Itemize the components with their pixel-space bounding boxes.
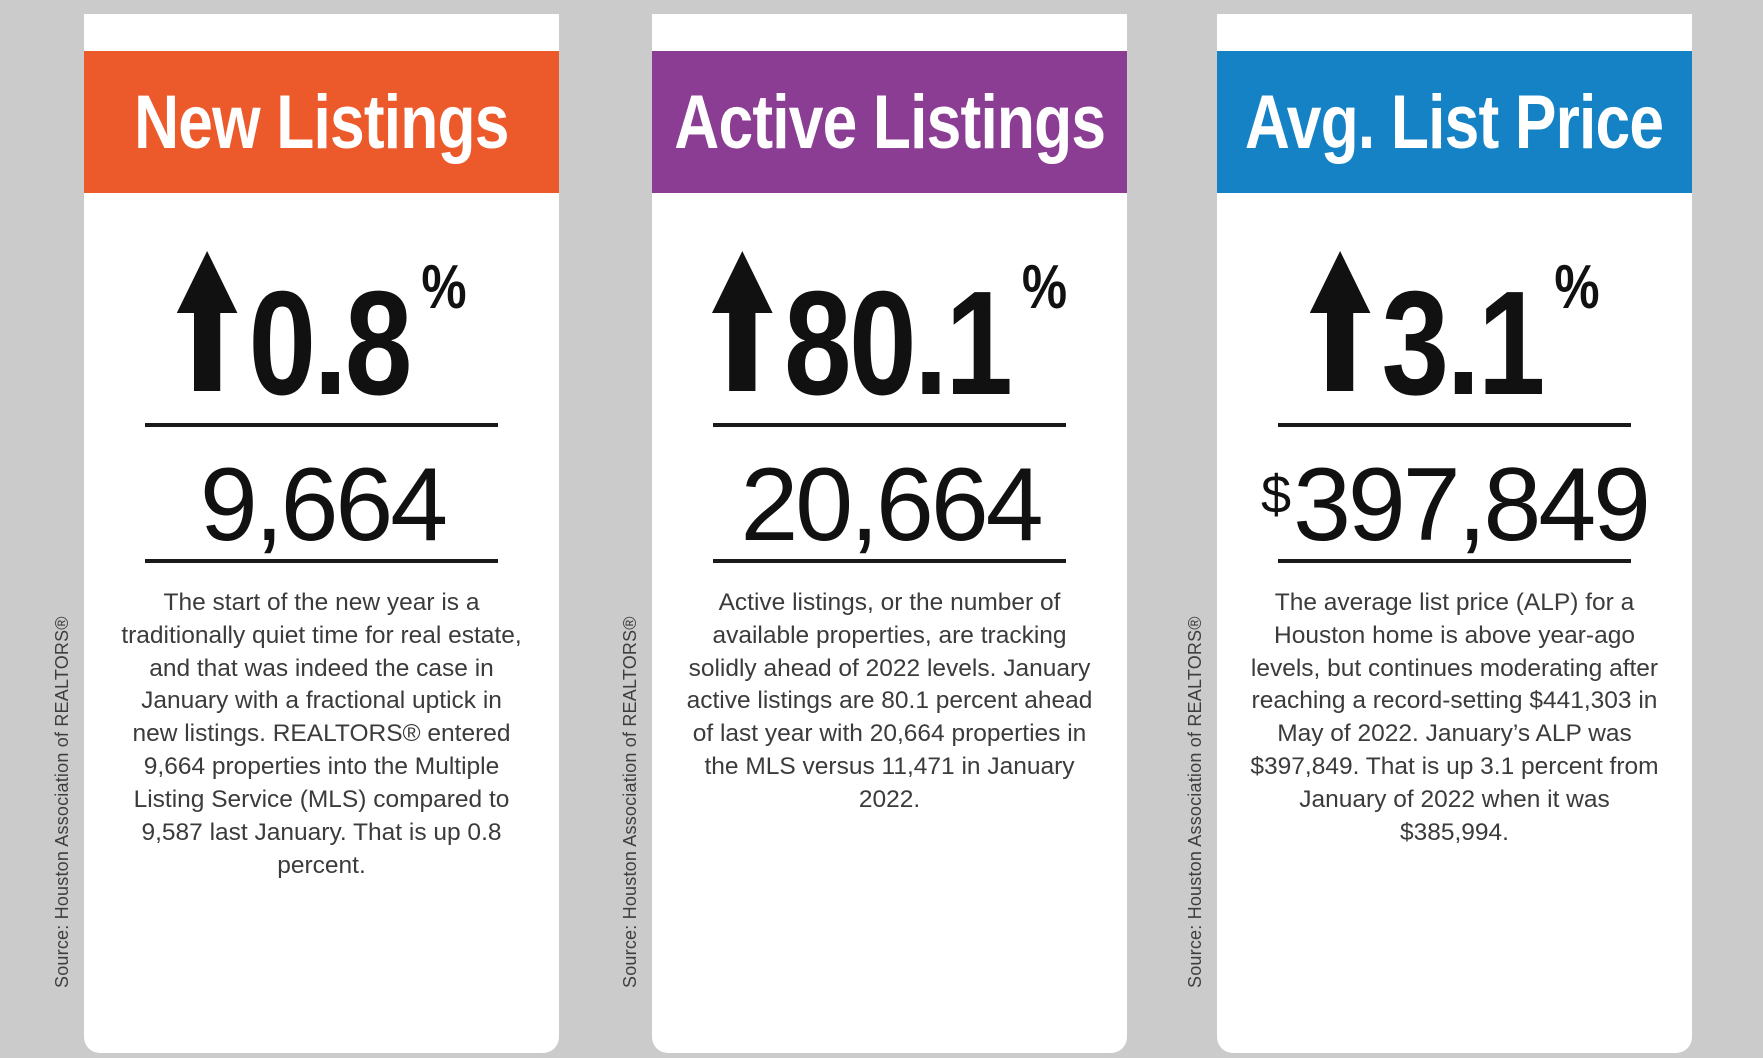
up-arrow-icon	[711, 251, 773, 391]
card-header: Active Listings	[652, 51, 1127, 193]
description-text: The start of the new year is a tradition…	[121, 589, 522, 879]
divider	[145, 559, 498, 563]
percent-value: 80.1	[784, 261, 1013, 426]
currency-prefix: $	[1260, 464, 1292, 525]
stat-card-new-listings: New Listings 0.8 % 9,664 The start of th…	[84, 14, 559, 1053]
card-title: Active Listings	[674, 79, 1106, 165]
percent-change: 3.1 %	[1260, 251, 1650, 418]
up-arrow-icon	[1309, 251, 1371, 391]
divider	[145, 423, 498, 427]
up-arrow-icon	[176, 251, 238, 391]
stat-value: $397,849	[1217, 453, 1692, 557]
divider	[713, 559, 1066, 563]
percent-change: 80.1 %	[695, 251, 1085, 418]
percent-sign-icon: %	[1554, 253, 1600, 322]
stat-value: 20,664	[652, 453, 1127, 557]
stat-value-number: 397,849	[1293, 447, 1651, 563]
stat-card-avg-list-price: Avg. List Price 3.1 % $397,849 The avera…	[1217, 14, 1692, 1053]
card-title: New Listings	[134, 79, 509, 165]
divider	[1278, 559, 1631, 563]
card-header: New Listings	[84, 51, 559, 193]
card-title: Avg. List Price	[1245, 79, 1664, 165]
stat-card-active-listings: Active Listings 80.1 % 20,664 Active lis…	[652, 14, 1127, 1053]
divider	[1278, 423, 1631, 427]
stat-value-number: 20,664	[740, 447, 1043, 563]
source-credit: Source: Houston Association of REALTORS®	[1185, 616, 1205, 988]
source-credit: Source: Houston Association of REALTORS®	[52, 616, 72, 988]
divider	[713, 423, 1066, 427]
description-text: The average list price (ALP) for a Houst…	[1250, 589, 1659, 846]
stat-value: 9,664	[84, 453, 559, 557]
description-text: Active listings, or the number of availa…	[686, 589, 1093, 813]
card-header: Avg. List Price	[1217, 51, 1692, 193]
percent-change: 0.8 %	[127, 251, 517, 418]
percent-sign-icon: %	[1021, 253, 1068, 322]
percent-value: 0.8	[248, 261, 413, 426]
source-credit: Source: Houston Association of REALTORS®	[620, 616, 640, 988]
percent-value: 3.1	[1381, 261, 1546, 426]
percent-sign-icon: %	[421, 253, 467, 322]
stat-value-number: 9,664	[199, 447, 448, 563]
